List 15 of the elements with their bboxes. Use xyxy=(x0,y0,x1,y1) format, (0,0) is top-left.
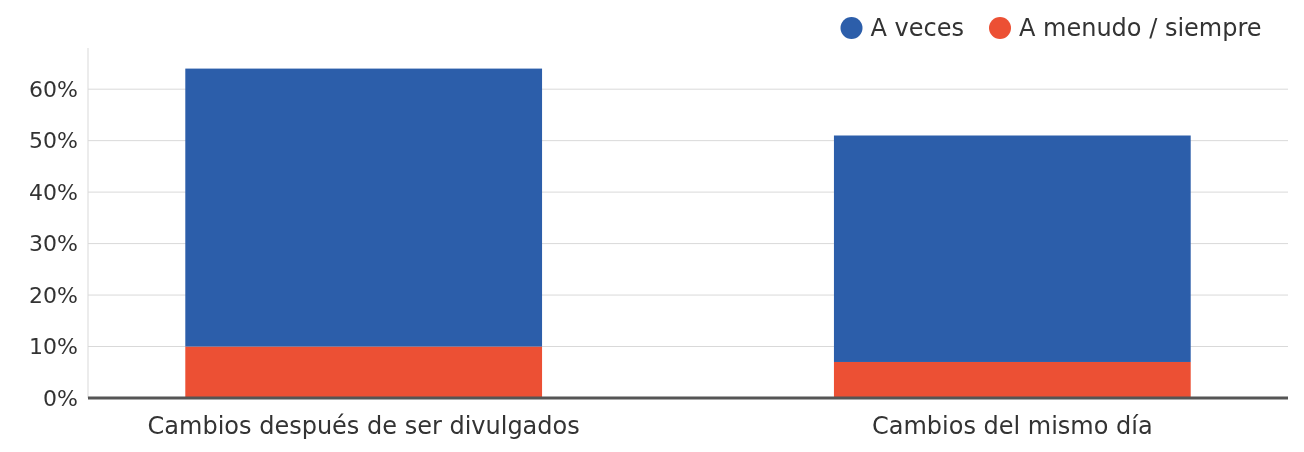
bar xyxy=(833,135,1191,362)
y-tick-label: 0% xyxy=(43,385,78,411)
y-tick-label: 30% xyxy=(29,231,78,257)
y-tick-label: 50% xyxy=(29,128,78,154)
y-tick-label: 40% xyxy=(29,179,78,205)
legend-label: A veces xyxy=(870,14,964,43)
bar xyxy=(185,346,543,398)
y-tick-label: 20% xyxy=(29,282,78,308)
y-tick-label: 10% xyxy=(29,334,78,360)
legend-label: A menudo / siempre xyxy=(1019,14,1262,43)
bar xyxy=(185,68,543,347)
x-tick-label: Cambios del mismo día xyxy=(871,412,1153,440)
y-tick-label: 60% xyxy=(29,76,78,102)
bar xyxy=(833,361,1191,398)
x-tick-label: Cambios después de ser divulgados xyxy=(147,412,580,440)
